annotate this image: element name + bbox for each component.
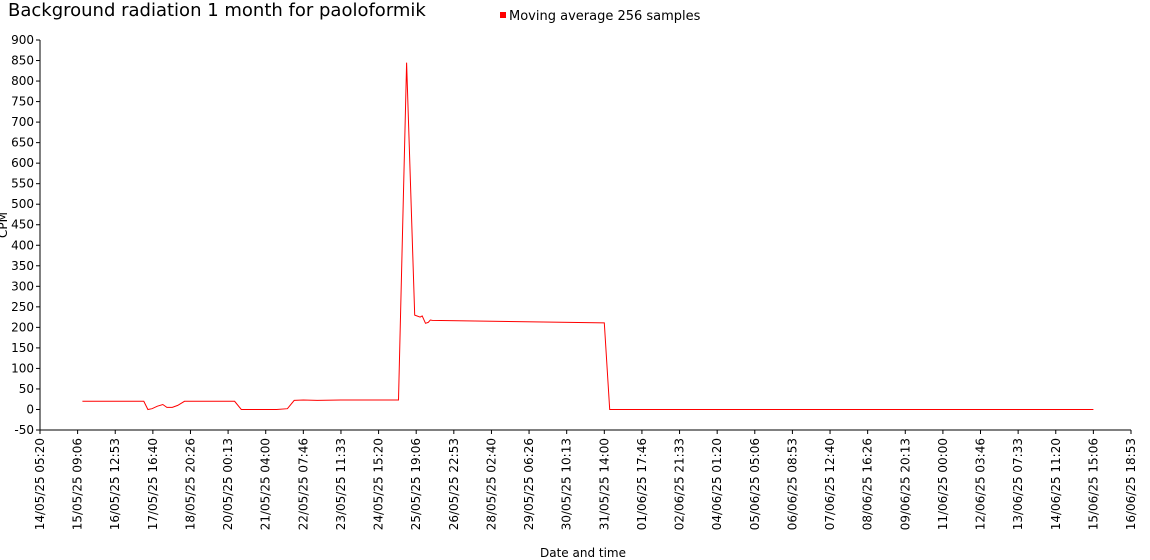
x-tick-label: 15/05/25 09:06 [71, 438, 85, 530]
y-tick-label: 850 [11, 54, 34, 68]
x-tick-label: 06/06/25 08:53 [785, 438, 799, 530]
y-tick-label: 500 [11, 197, 34, 211]
x-tick-label: 14/05/25 05:20 [33, 438, 47, 530]
x-tick-label: 11/06/25 00:00 [936, 438, 950, 530]
y-tick-label: -50 [14, 423, 34, 437]
y-tick-label: 600 [11, 156, 34, 170]
x-tick-label: 04/06/25 01:20 [710, 438, 724, 530]
y-tick-label: 400 [11, 238, 34, 252]
x-tick-label: 20/05/25 00:13 [221, 438, 235, 530]
x-tick-label: 22/05/25 07:46 [296, 438, 310, 530]
x-tick-label: 24/05/25 15:20 [372, 438, 386, 530]
y-axis-title: CPM [0, 212, 10, 238]
x-tick-label: 13/06/25 07:33 [1011, 438, 1025, 530]
x-tick-label: 16/06/25 18:53 [1124, 438, 1138, 530]
y-tick-label: 50 [19, 382, 34, 396]
y-tick-label: 450 [11, 218, 34, 232]
x-tick-label: 31/05/25 14:00 [597, 438, 611, 530]
x-tick-label: 01/06/25 17:46 [635, 438, 649, 530]
series-line [82, 62, 1094, 411]
x-tick-label: 09/06/25 20:13 [898, 438, 912, 530]
x-tick-label: 30/05/25 10:13 [560, 438, 574, 530]
legend: Moving average 256 samples [500, 9, 700, 24]
x-axis-title: Date and time [540, 546, 626, 560]
y-tick-label: 800 [11, 74, 34, 88]
y-tick-label: 650 [11, 136, 34, 150]
x-tick-label: 16/05/25 12:53 [108, 438, 122, 530]
y-tick-label: 750 [11, 95, 34, 109]
y-tick-label: 200 [11, 320, 34, 334]
y-tick-label: 0 [26, 402, 34, 416]
y-tick-label: 250 [11, 300, 34, 314]
y-tick-label: 900 [11, 33, 34, 47]
y-tick-label: 350 [11, 259, 34, 273]
x-tick-label: 26/05/25 22:53 [447, 438, 461, 530]
legend-label: Moving average 256 samples [509, 9, 701, 24]
x-tick-label: 28/05/25 02:40 [484, 438, 498, 530]
x-tick-label: 25/05/25 19:06 [409, 438, 423, 530]
x-tick-label: 17/05/25 16:40 [146, 438, 160, 530]
y-tick-label: 150 [11, 341, 34, 355]
y-tick-label: 550 [11, 177, 34, 191]
legend-swatch [500, 12, 506, 18]
chart-title: Background radiation 1 month for paolofo… [8, 0, 426, 21]
x-tick-label: 23/05/25 11:33 [334, 438, 348, 530]
x-tick-label: 07/06/25 12:40 [823, 438, 837, 530]
x-tick-label: 21/05/25 04:00 [259, 438, 273, 530]
x-tick-label: 12/06/25 03:46 [974, 438, 988, 530]
y-tick-label: 100 [11, 361, 34, 375]
x-tick-label: 18/05/25 20:26 [183, 438, 197, 530]
x-tick-label: 15/06/25 15:06 [1086, 438, 1100, 530]
x-tick-label: 14/06/25 11:20 [1049, 438, 1063, 530]
y-tick-label: 300 [11, 279, 34, 293]
x-tick-label: 02/06/25 21:33 [673, 438, 687, 530]
x-tick-label: 29/05/25 06:26 [522, 438, 536, 530]
x-tick-label: 08/06/25 16:26 [861, 438, 875, 530]
x-tick-label: 05/06/25 05:06 [748, 438, 762, 530]
y-tick-label: 700 [11, 115, 34, 129]
